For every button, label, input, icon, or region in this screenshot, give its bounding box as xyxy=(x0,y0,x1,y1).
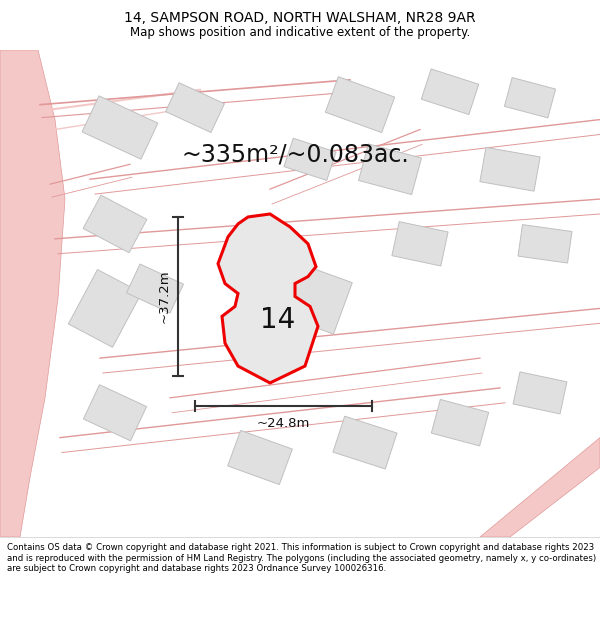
Polygon shape xyxy=(284,138,336,181)
Text: ~335m²/~0.083ac.: ~335m²/~0.083ac. xyxy=(181,142,409,166)
Text: 14: 14 xyxy=(260,306,296,334)
Polygon shape xyxy=(268,259,352,334)
Polygon shape xyxy=(480,438,600,537)
Text: ~37.2m: ~37.2m xyxy=(157,269,170,323)
Polygon shape xyxy=(166,82,224,132)
Text: 14, SAMPSON ROAD, NORTH WALSHAM, NR28 9AR: 14, SAMPSON ROAD, NORTH WALSHAM, NR28 9A… xyxy=(124,11,476,25)
Polygon shape xyxy=(505,78,556,118)
Text: ~24.8m: ~24.8m xyxy=(257,418,310,430)
Text: Map shows position and indicative extent of the property.: Map shows position and indicative extent… xyxy=(130,26,470,39)
Polygon shape xyxy=(0,50,65,537)
Polygon shape xyxy=(68,269,142,348)
Polygon shape xyxy=(83,195,147,252)
Polygon shape xyxy=(513,372,567,414)
Polygon shape xyxy=(392,222,448,266)
Polygon shape xyxy=(518,224,572,263)
Polygon shape xyxy=(83,385,146,441)
Polygon shape xyxy=(127,264,184,313)
Text: Contains OS data © Crown copyright and database right 2021. This information is : Contains OS data © Crown copyright and d… xyxy=(7,543,596,573)
Polygon shape xyxy=(218,214,318,383)
Polygon shape xyxy=(82,96,158,159)
Polygon shape xyxy=(227,431,292,484)
Polygon shape xyxy=(359,144,421,194)
Polygon shape xyxy=(333,416,397,469)
Polygon shape xyxy=(325,77,395,132)
Polygon shape xyxy=(480,148,540,191)
Polygon shape xyxy=(421,69,479,114)
Polygon shape xyxy=(431,399,488,446)
